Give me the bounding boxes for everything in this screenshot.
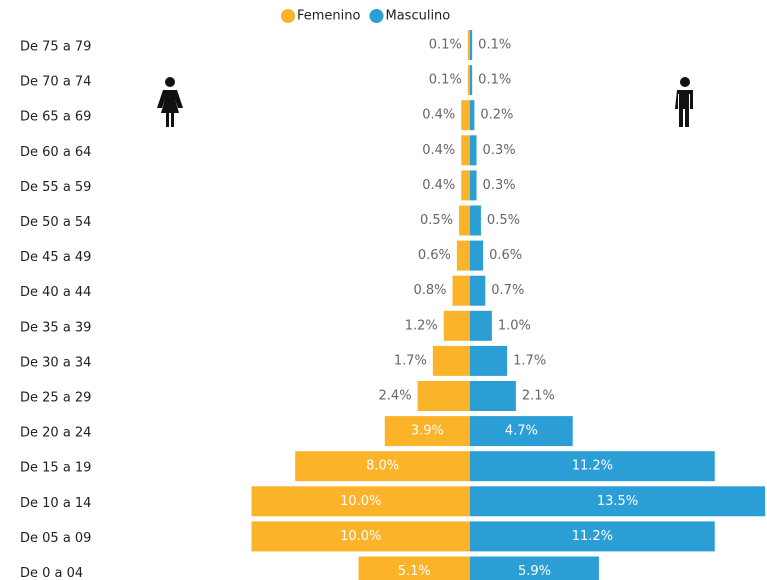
bar <box>470 275 486 306</box>
y-tick-label: De 30 a 34 <box>20 355 91 370</box>
data-label: 0.1% <box>429 38 462 53</box>
bar <box>452 275 470 306</box>
bar <box>417 381 470 411</box>
y-tick-label: De 05 a 09 <box>20 531 91 546</box>
y-tick-label: De 25 a 29 <box>20 391 91 406</box>
data-label: 0.4% <box>422 143 455 158</box>
data-label: 1.7% <box>394 353 427 368</box>
y-tick-label: De 50 a 54 <box>20 215 91 230</box>
bar <box>470 100 475 131</box>
male-icon <box>675 77 693 127</box>
y-tick-label: De 15 a 19 <box>20 461 91 476</box>
data-label: 0.1% <box>429 73 462 88</box>
bar <box>470 556 599 580</box>
data-label: 3.9% <box>411 424 444 439</box>
y-tick-label: De 75 a 79 <box>20 40 91 55</box>
data-label: 0.6% <box>489 248 522 263</box>
y-tick-label: De 10 a 14 <box>20 496 91 511</box>
bar <box>470 521 715 552</box>
bar <box>470 416 573 447</box>
bar <box>470 381 516 411</box>
bar <box>467 65 470 96</box>
data-label: 0.6% <box>418 248 451 263</box>
bar <box>470 205 481 236</box>
data-label: 0.5% <box>487 213 520 228</box>
bar <box>461 170 470 201</box>
data-label: 0.7% <box>491 283 524 298</box>
data-label: 0.2% <box>480 108 513 123</box>
bar <box>470 345 508 376</box>
y-tick-label: De 40 a 44 <box>20 285 91 300</box>
y-tick-label: De 65 a 69 <box>20 110 91 125</box>
data-label: 10.0% <box>340 494 381 509</box>
bar <box>470 135 477 166</box>
data-label: 5.9% <box>518 564 551 579</box>
data-label: 0.4% <box>422 108 455 123</box>
data-label: 4.7% <box>505 424 538 439</box>
bar <box>456 240 470 271</box>
data-label: 1.7% <box>513 353 546 368</box>
bar <box>470 310 492 341</box>
bar <box>443 310 470 341</box>
data-label: 1.0% <box>498 318 531 333</box>
bar <box>470 170 477 201</box>
y-tick-label: De 0 a 04 <box>20 566 83 580</box>
bar <box>295 451 470 482</box>
bar <box>358 556 470 580</box>
data-label: 13.5% <box>597 494 638 509</box>
bar <box>470 65 473 96</box>
bar <box>384 416 470 447</box>
data-label: 0.1% <box>478 73 511 88</box>
data-label: 11.2% <box>572 459 613 474</box>
data-label: 0.1% <box>478 38 511 53</box>
bar <box>459 205 470 236</box>
bar <box>432 345 470 376</box>
data-label: 0.8% <box>413 283 446 298</box>
y-tick-label: De 55 a 59 <box>20 180 91 195</box>
data-label: 8.0% <box>366 459 399 474</box>
legend-label: Femenino <box>297 9 361 24</box>
data-label: 5.1% <box>398 564 431 579</box>
y-tick-label: De 20 a 24 <box>20 426 91 441</box>
y-tick-label: De 35 a 39 <box>20 320 91 335</box>
data-label: 11.2% <box>572 529 613 544</box>
data-label: 0.3% <box>483 178 516 193</box>
data-label: 1.2% <box>405 318 438 333</box>
legend-label: Masculino <box>385 9 450 24</box>
bar <box>461 100 470 131</box>
bar <box>470 240 484 271</box>
bar <box>251 521 470 552</box>
data-label: 10.0% <box>340 529 381 544</box>
y-tick-label: De 45 a 49 <box>20 250 91 265</box>
y-tick-label: De 70 a 74 <box>20 75 91 90</box>
bar <box>251 486 470 517</box>
bar <box>470 486 765 517</box>
bar <box>470 451 715 482</box>
data-label: 2.4% <box>379 389 412 404</box>
legend-swatch <box>369 9 384 23</box>
y-tick-label: De 60 a 64 <box>20 145 91 160</box>
bar <box>470 30 473 60</box>
bar <box>461 135 470 166</box>
data-label: 2.1% <box>522 389 555 404</box>
female-icon <box>157 77 183 127</box>
bar <box>467 30 470 60</box>
data-label: 0.4% <box>422 178 455 193</box>
legend-swatch <box>281 9 295 23</box>
data-label: 0.5% <box>420 213 453 228</box>
data-label: 0.3% <box>483 143 516 158</box>
